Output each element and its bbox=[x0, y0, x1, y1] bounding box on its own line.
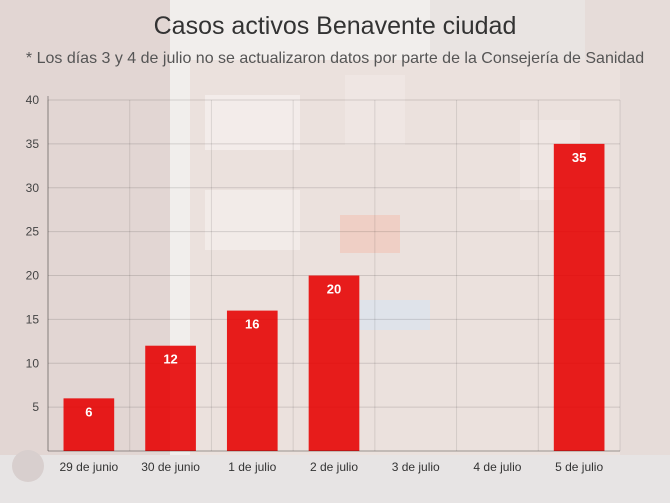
bar bbox=[145, 345, 196, 451]
bar-data-label: 16 bbox=[245, 317, 259, 332]
x-tick-label: 3 de julio bbox=[392, 460, 440, 474]
y-tick-label: 10 bbox=[26, 356, 40, 370]
bar bbox=[308, 275, 360, 451]
bar-data-label: 20 bbox=[327, 282, 341, 297]
bar bbox=[553, 143, 605, 451]
chart-subtitle: * Los días 3 y 4 de julio no se actualiz… bbox=[25, 50, 645, 67]
x-tick-label: 5 de julio bbox=[555, 460, 603, 474]
y-tick-label: 5 bbox=[32, 400, 39, 414]
x-tick-label: 2 de julio bbox=[310, 460, 358, 474]
y-tick-label: 25 bbox=[26, 225, 40, 239]
x-tick-label: 1 de julio bbox=[228, 460, 276, 474]
x-tick-label: 30 de junio bbox=[141, 460, 200, 474]
y-tick-label: 40 bbox=[26, 93, 40, 107]
y-tick-label: 15 bbox=[26, 312, 40, 326]
bar-data-label: 6 bbox=[85, 404, 92, 419]
y-tick-label: 30 bbox=[26, 181, 40, 195]
x-tick-label: 4 de julio bbox=[473, 460, 521, 474]
y-tick-label: 20 bbox=[26, 269, 40, 283]
y-tick-label: 35 bbox=[26, 137, 40, 151]
bar bbox=[63, 398, 115, 451]
x-tick-label: 29 de junio bbox=[59, 460, 118, 474]
bar-data-label: 35 bbox=[572, 150, 586, 165]
chart-title: Casos activos Benavente ciudad bbox=[153, 12, 517, 40]
bar-data-label: 12 bbox=[163, 352, 177, 367]
bar bbox=[226, 310, 278, 451]
